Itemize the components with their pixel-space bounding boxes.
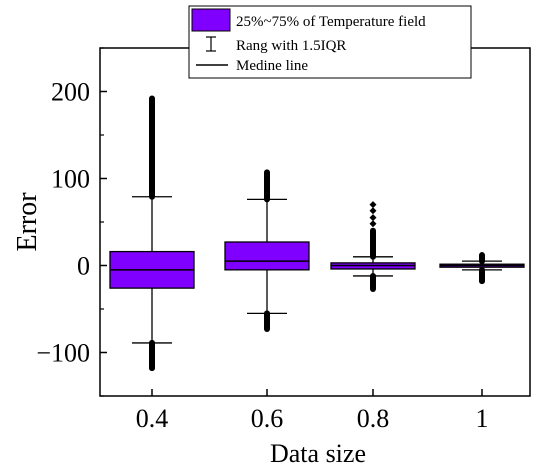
plot-frame bbox=[99, 47, 531, 397]
y-tick-label: 0 bbox=[77, 252, 90, 281]
y-tick-label: 200 bbox=[51, 78, 90, 107]
outlier-point bbox=[369, 201, 377, 209]
chart-marks bbox=[109, 95, 525, 372]
outlier-point bbox=[369, 214, 377, 222]
y-axis-title: Error bbox=[12, 192, 43, 252]
outlier-point bbox=[369, 220, 377, 228]
legend-box bbox=[188, 5, 472, 79]
x-axis-title: Data size bbox=[270, 439, 366, 468]
x-tick-label: 0.6 bbox=[251, 404, 284, 433]
legend: 25%~75% of Temperature field Rang with 1… bbox=[188, 5, 472, 79]
box-group-0.6 bbox=[224, 169, 310, 333]
box-group-0.4 bbox=[109, 95, 195, 372]
y-axis-ticks: −100 0 100 200 bbox=[36, 47, 107, 397]
legend-box-swatch bbox=[191, 8, 231, 32]
outlier-point bbox=[369, 207, 377, 215]
x-tick-label: 0.8 bbox=[357, 404, 390, 433]
y-tick-label: −100 bbox=[36, 339, 90, 368]
x-tick-label: 0.4 bbox=[136, 404, 169, 433]
x-axis-ticks: 0.4 0.6 0.8 1 bbox=[136, 389, 489, 433]
box-group-0.8 bbox=[330, 201, 416, 292]
legend-label-median: Medine line bbox=[236, 58, 308, 74]
iqr-box bbox=[224, 241, 310, 271]
legend-label-whisker: Rang with 1.5IQR bbox=[236, 38, 346, 54]
x-tick-label: 1 bbox=[476, 404, 489, 433]
legend-whisker-swatch bbox=[206, 36, 216, 52]
y-tick-label: 100 bbox=[51, 165, 90, 194]
box-group-1 bbox=[439, 252, 525, 285]
legend-label-box: 25%~75% of Temperature field bbox=[236, 14, 426, 30]
